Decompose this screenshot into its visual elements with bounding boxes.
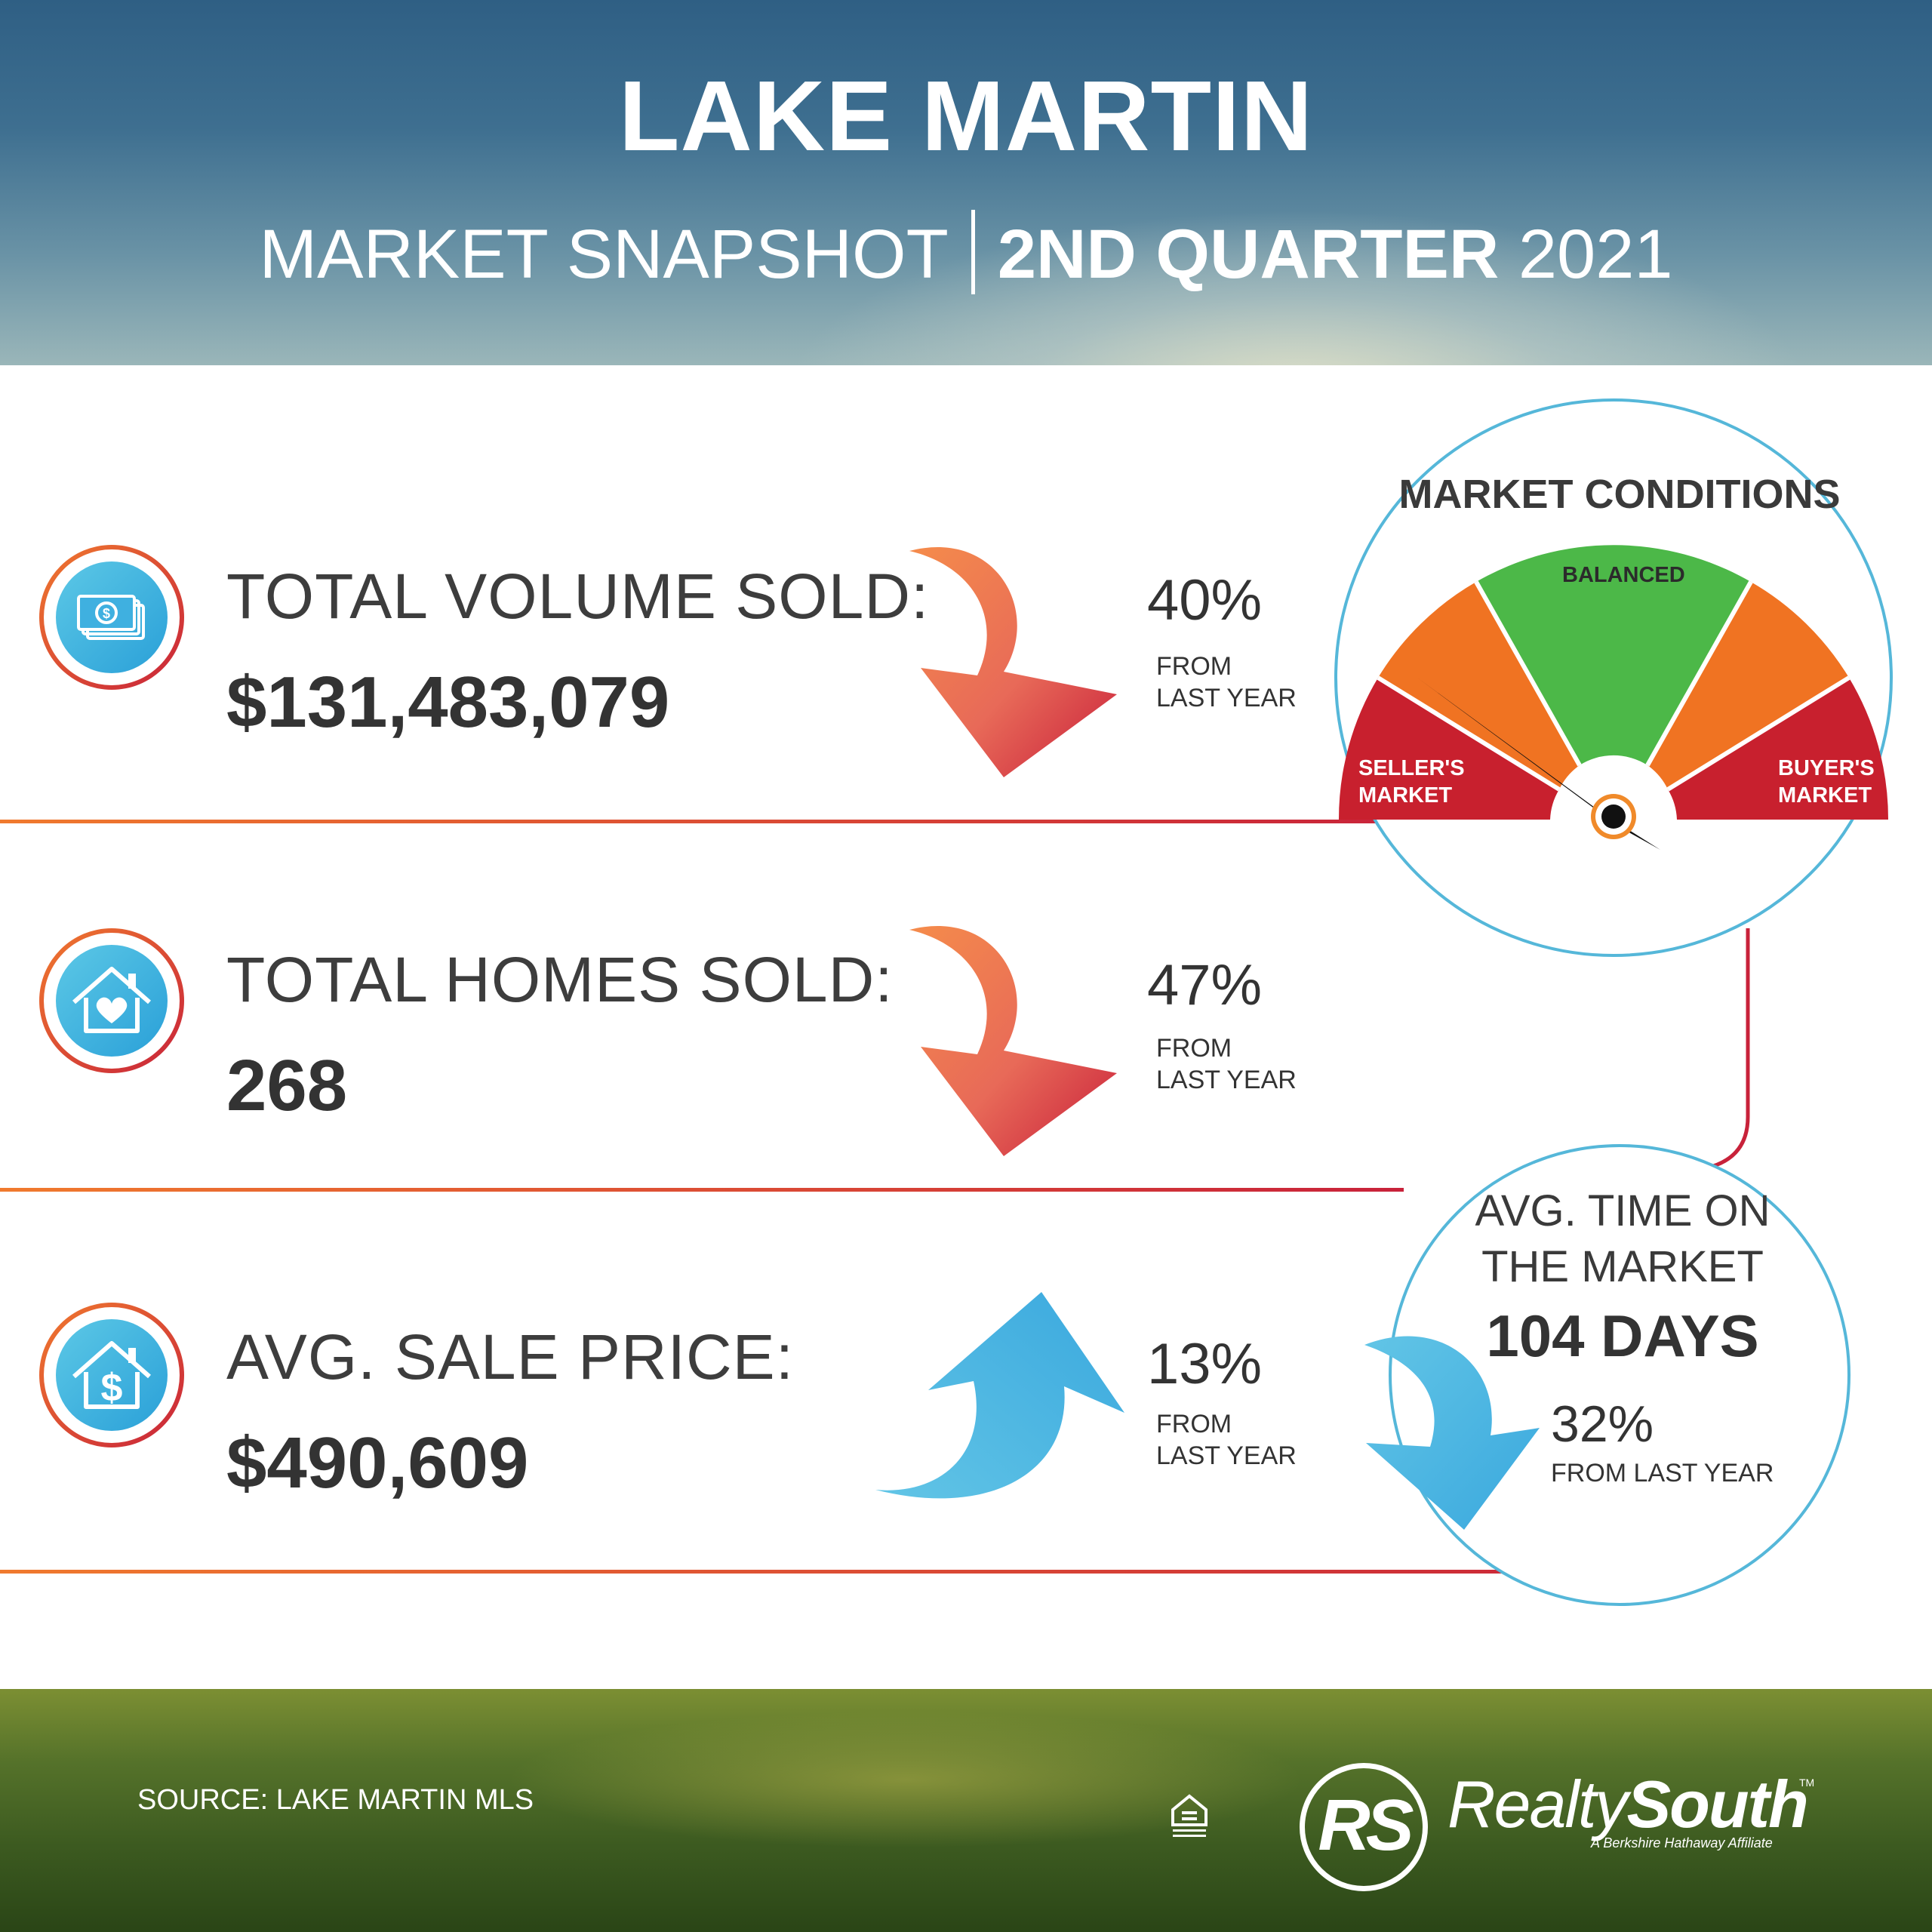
realtysouth-wordmark: RealtySouth: [1447, 1766, 1809, 1843]
down-arrow-icon: [1364, 1336, 1540, 1530]
brand-realty: Realty: [1447, 1767, 1628, 1841]
homes-value: 268: [226, 1045, 348, 1126]
trademark-mark: TM: [1799, 1777, 1815, 1789]
gauge-label-buyers: BUYER'S MARKET: [1778, 755, 1875, 809]
homes-icon-badge: [39, 928, 184, 1073]
days-label-line-2: THE MARKET: [1481, 1242, 1764, 1291]
page-subtitle: MARKET SNAPSHOT 2ND QUARTER 2021: [0, 210, 1932, 294]
affiliate-tagline: A Berkshire Hathaway Affiliate: [1591, 1835, 1773, 1850]
volume-change-caption: FROM LAST YEAR: [1156, 651, 1297, 714]
svg-text:$: $: [103, 606, 110, 621]
days-change-caption: FROM LAST YEAR: [1551, 1459, 1774, 1487]
svg-text:$: $: [101, 1366, 123, 1410]
row-divider-1: [0, 820, 1419, 823]
realtysouth-logo-ring: [1300, 1763, 1428, 1891]
down-arrow-icon: [909, 925, 1117, 1156]
volume-label: TOTAL VOLUME SOLD:: [226, 561, 930, 632]
from-text: FROM: [1156, 1034, 1232, 1063]
source-note: SOURCE: LAKE MARTIN MLS: [137, 1784, 534, 1816]
market-gauge: [1334, 398, 1893, 957]
brand-south: South: [1626, 1767, 1808, 1841]
days-change: 32%: [1551, 1395, 1654, 1453]
last-year-text: LAST YEAR: [1156, 684, 1297, 712]
buyers-line-2: MARKET: [1778, 783, 1872, 808]
days-label: AVG. TIME ON THE MARKET: [1434, 1183, 1811, 1295]
row-divider-3: [0, 1570, 1690, 1574]
volume-change: 40%: [1147, 568, 1263, 632]
price-label: AVG. SALE PRICE:: [226, 1321, 795, 1392]
buyers-line-1: BUYER'S: [1778, 756, 1875, 780]
homes-label: TOTAL HOMES SOLD:: [226, 944, 894, 1015]
subtitle-quarter: 2ND QUARTER: [997, 216, 1500, 293]
footer-banner: [0, 1689, 1932, 1932]
row-divider-2: [0, 1188, 1404, 1192]
equal-housing-opportunity-icon: [1171, 1794, 1208, 1837]
days-label-line-1: AVG. TIME ON: [1475, 1186, 1770, 1235]
realtysouth-logo-letters: RS: [1318, 1785, 1414, 1866]
subtitle-divider: [971, 210, 975, 294]
down-arrow-icon: [909, 546, 1117, 777]
market-conditions-title: MARKET CONDITIONS: [1398, 472, 1841, 517]
money-icon: $: [77, 595, 145, 640]
subtitle-snapshot: MARKET SNAPSHOT: [259, 216, 949, 293]
volume-value: $131,483,079: [226, 662, 670, 743]
gauge-label-balanced: BALANCED: [1562, 563, 1685, 587]
subtitle-year: 2021: [1518, 216, 1673, 293]
homes-change-caption: FROM LAST YEAR: [1156, 1032, 1297, 1096]
price-change: 13%: [1147, 1332, 1263, 1396]
sellers-line-2: MARKET: [1358, 783, 1453, 808]
from-text: FROM: [1156, 652, 1232, 681]
volume-icon-badge: $: [39, 545, 184, 690]
price-value: $490,609: [226, 1423, 529, 1503]
last-year-text: LAST YEAR: [1156, 1066, 1297, 1094]
sellers-line-1: SELLER'S: [1358, 756, 1465, 780]
gauge-label-sellers: SELLER'S MARKET: [1358, 755, 1465, 809]
up-arrow-icon: [875, 1292, 1124, 1499]
house-heart-icon: [72, 967, 151, 1033]
page-title: LAKE MARTIN: [618, 60, 1314, 171]
from-text: FROM: [1156, 1410, 1232, 1438]
price-icon-badge: $: [39, 1303, 184, 1447]
days-value: 104 DAYS: [1486, 1303, 1759, 1369]
price-change-caption: FROM LAST YEAR: [1156, 1408, 1297, 1472]
last-year-text: LAST YEAR: [1156, 1441, 1297, 1470]
homes-change: 47%: [1147, 953, 1263, 1017]
header-banner: [0, 0, 1932, 365]
house-dollar-icon: $: [72, 1341, 151, 1410]
